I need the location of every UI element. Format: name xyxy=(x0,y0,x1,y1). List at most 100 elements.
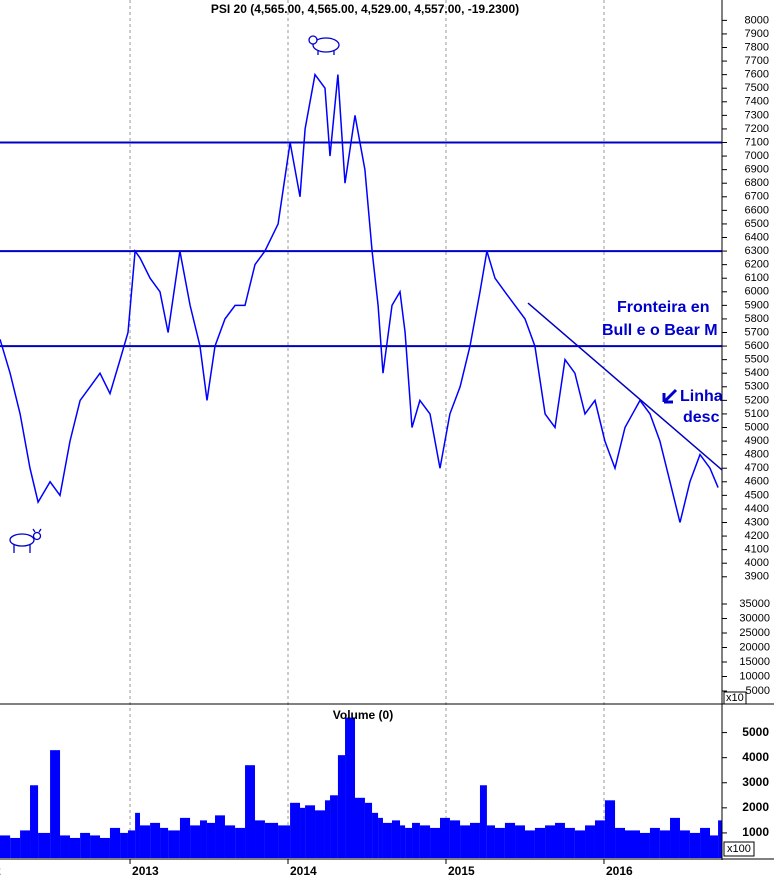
volume-tick-label: 3000 xyxy=(742,775,769,789)
y2-tick-label: 5000 xyxy=(746,685,770,697)
volume-panel xyxy=(0,717,722,858)
volume-bar xyxy=(20,830,31,858)
y-tick-label: 7900 xyxy=(745,28,769,40)
volume-bar xyxy=(305,805,316,858)
volume-bar xyxy=(594,820,605,858)
y-tick-label: 4900 xyxy=(745,435,769,447)
volume-bar xyxy=(640,832,650,858)
volume-bar xyxy=(624,830,641,858)
volume-bar xyxy=(494,827,505,858)
y-tick-label: 5600 xyxy=(745,340,769,352)
y2-tick-label: 30000 xyxy=(739,612,770,624)
volume-title: Volume (0) xyxy=(333,708,393,722)
y-tick-label: 4200 xyxy=(745,530,769,542)
volume-bar xyxy=(206,822,216,858)
annotation: desc xyxy=(683,409,720,426)
volume-bar xyxy=(515,825,525,858)
volume-bar xyxy=(430,827,440,858)
y2-tick-label: 35000 xyxy=(739,598,770,610)
volume-bar xyxy=(574,830,586,858)
volume-bar xyxy=(585,825,595,858)
volume-bar xyxy=(0,835,11,858)
volume-bar xyxy=(718,820,722,858)
volume-bar xyxy=(689,832,701,858)
volume-bar xyxy=(372,812,379,858)
y-tick-label: 6700 xyxy=(745,191,769,203)
volume-bar xyxy=(300,807,306,858)
y-tick-label: 5100 xyxy=(745,408,769,420)
y-tick-label: 5700 xyxy=(745,326,769,338)
volume-bar xyxy=(545,825,556,858)
volume-bar xyxy=(364,802,373,858)
y2-tick-label: 10000 xyxy=(739,670,770,682)
y-tick-label: 5300 xyxy=(745,381,769,393)
y-tick-label: 4500 xyxy=(745,489,769,501)
x-tick-label: 2012 xyxy=(0,864,1,878)
volume-bar xyxy=(524,830,535,858)
y-tick-label: 4100 xyxy=(745,544,769,556)
y-tick-label: 6500 xyxy=(745,218,769,230)
y-tick-label: 7100 xyxy=(745,136,769,148)
annotation: Linha de xyxy=(680,388,746,405)
volume-bar xyxy=(679,830,690,858)
y-tick-label: 4700 xyxy=(745,462,769,474)
y-tick-label: 4600 xyxy=(745,476,769,488)
volume-tick-label: 2000 xyxy=(742,800,769,814)
volume-bar xyxy=(100,837,110,858)
y-tick-label: 5900 xyxy=(745,299,769,311)
volume-bar xyxy=(200,820,207,858)
volume-bar xyxy=(330,795,338,858)
volume-bar xyxy=(412,822,420,858)
y2-tick-label: 25000 xyxy=(739,627,770,639)
volume-bar xyxy=(709,835,719,858)
price-panel: Linha de desc xyxy=(0,72,746,523)
volume-bar xyxy=(315,810,325,858)
volume-bar xyxy=(264,822,279,858)
volume-bar xyxy=(224,825,236,858)
volume-bar xyxy=(69,837,81,858)
volume-bar xyxy=(670,817,680,858)
volume-bar xyxy=(179,817,191,858)
volume-bar xyxy=(479,785,487,858)
volume-bar xyxy=(604,800,616,858)
y2-unit: x10 xyxy=(726,692,744,704)
volume-bar xyxy=(135,812,140,858)
volume-bar xyxy=(127,830,136,858)
bear-icon xyxy=(308,35,340,55)
y-tick-label: 6600 xyxy=(745,204,769,216)
y-tick-label: 5000 xyxy=(745,421,769,433)
volume-bar xyxy=(504,822,516,858)
volume-bar xyxy=(215,815,225,858)
volume-bar xyxy=(90,835,101,858)
annotation: Bull e o Bear M xyxy=(602,322,718,339)
volume-bar xyxy=(109,827,121,858)
unit-box xyxy=(723,691,747,705)
volume-bar xyxy=(120,832,128,858)
y-tick-label: 4400 xyxy=(745,503,769,515)
volume-bar xyxy=(419,825,431,858)
grid xyxy=(129,0,605,858)
y-tick-label: 7500 xyxy=(745,82,769,94)
volume-bar xyxy=(290,802,301,858)
volume-bar xyxy=(337,755,346,858)
volume-bar xyxy=(460,825,471,858)
y-tick-label: 5800 xyxy=(745,313,769,325)
trend-line xyxy=(527,302,722,471)
volume-bar xyxy=(60,835,70,858)
volume-tick-label: 1000 xyxy=(742,825,769,839)
volume-bar xyxy=(324,800,331,858)
y2-tick-label: 15000 xyxy=(739,656,770,668)
y-tick-label: 7800 xyxy=(745,41,769,53)
volume-bar xyxy=(80,832,91,858)
y-tick-label: 4800 xyxy=(745,449,769,461)
volume-tick-label: 4000 xyxy=(742,750,769,764)
volume-bar xyxy=(139,825,151,858)
annotation-arrow xyxy=(662,388,678,404)
bull-icon xyxy=(9,528,42,553)
y-tick-label: 6200 xyxy=(745,259,769,271)
y-tick-label: 6800 xyxy=(745,177,769,189)
unit-box xyxy=(723,841,755,857)
y-tick-label: 4000 xyxy=(745,557,769,569)
volume-bar xyxy=(354,797,365,858)
